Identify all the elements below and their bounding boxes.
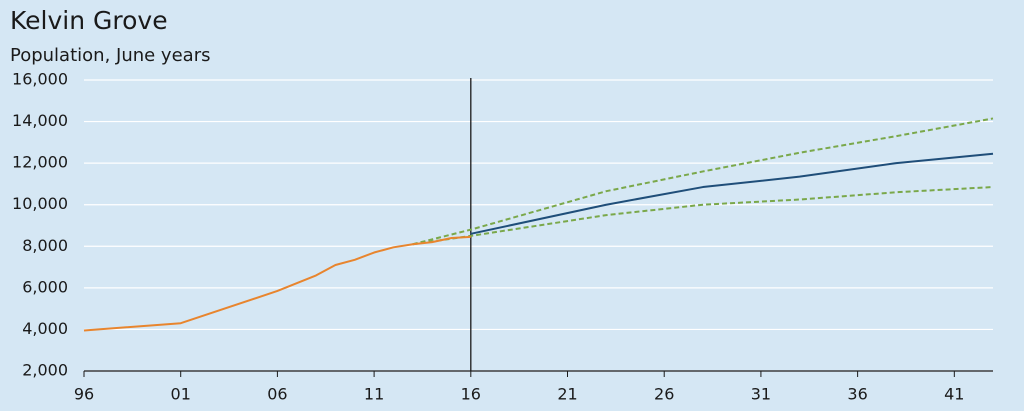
chart-subtitle: Population, June years <box>10 45 210 66</box>
chart-title: Kelvin Grove <box>10 6 168 35</box>
x-tick-label: 01 <box>171 385 191 404</box>
x-tick-label: 36 <box>847 385 867 404</box>
y-tick-label: 2,000 <box>22 361 68 380</box>
x-tick-label: 41 <box>944 385 964 404</box>
y-tick-label: 12,000 <box>12 153 68 172</box>
x-tick-label: 96 <box>74 385 94 404</box>
x-tick-label: 11 <box>364 385 384 404</box>
y-tick-label: 16,000 <box>12 70 68 89</box>
series-line <box>470 152 994 235</box>
y-tick-label: 10,000 <box>12 194 68 213</box>
y-tick-label: 6,000 <box>22 277 68 296</box>
x-tick-label: 26 <box>654 385 674 404</box>
y-tick-label: 14,000 <box>12 111 68 130</box>
series-line <box>412 186 994 246</box>
x-tick-label: 16 <box>461 385 481 404</box>
y-tick-label: 4,000 <box>22 319 68 338</box>
x-tick-label: 06 <box>267 385 287 404</box>
x-tick-label: 21 <box>557 385 577 404</box>
x-tick-label: 31 <box>751 385 771 404</box>
y-tick-label: 8,000 <box>22 236 68 255</box>
series-line <box>83 235 471 332</box>
series-line <box>412 117 994 246</box>
